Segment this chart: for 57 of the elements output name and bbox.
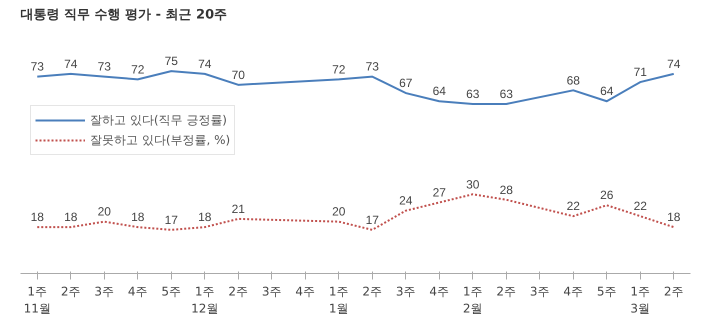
data-label: 64 (600, 84, 614, 98)
chart-title: 대통령 직무 수행 평가 - 최근 20주 (20, 8, 228, 22)
x-tick-label: 3주 (530, 284, 550, 298)
data-label: 63 (466, 86, 480, 101)
x-tick-label: 3주 (396, 284, 416, 298)
data-label: 21 (232, 202, 246, 216)
data-label: 70 (232, 68, 246, 82)
data-label: 17 (164, 212, 178, 227)
x-tick-label: 2주 (228, 284, 248, 298)
x-tick-label: 4주 (295, 284, 316, 298)
x-tick-label: 2주 (496, 284, 516, 298)
x-tick-label: 4주 (429, 284, 450, 298)
data-label: 18 (198, 210, 212, 224)
data-label: 27 (432, 185, 446, 200)
data-label: 64 (432, 84, 446, 98)
legend-label: 잘못하고 있다(부정률, %) (90, 132, 230, 148)
data-label: 73 (30, 60, 44, 74)
data-label: 74 (198, 56, 212, 71)
data-label: 72 (131, 62, 145, 76)
data-label: 74 (64, 56, 78, 71)
data-label: 71 (634, 65, 648, 80)
x-tick-label: 1주 2월 (462, 284, 483, 316)
data-label: 18 (131, 210, 145, 224)
data-label: 18 (64, 210, 78, 224)
data-label: 68 (566, 73, 580, 88)
x-tick-label: 5주 (596, 284, 617, 298)
data-label: 73 (366, 60, 380, 74)
data-label: 20 (332, 204, 346, 219)
x-tick-label: 5주 (161, 284, 182, 298)
data-label: 30 (466, 177, 480, 192)
data-label: 75 (164, 54, 178, 68)
data-label: 74 (667, 56, 681, 71)
x-tick-label: 1주 12월 (191, 284, 218, 316)
data-label: 72 (332, 62, 346, 76)
x-tick-label: 1주 1월 (328, 284, 349, 316)
x-tick-label: 1주 3월 (630, 284, 650, 316)
x-tick-label: 4주 (563, 284, 584, 298)
x-tick-label: 3주 (262, 284, 282, 298)
data-label: 20 (98, 204, 112, 219)
data-label: 63 (500, 86, 514, 101)
x-tick-label: 1주 11월 (24, 284, 51, 316)
legend-label: 잘하고 있다(직무 긍정률) (90, 112, 227, 128)
data-label: 22 (566, 199, 580, 214)
data-label: 73 (98, 60, 112, 74)
data-label: 22 (634, 199, 648, 214)
data-label: 28 (500, 182, 514, 197)
data-label: 17 (366, 212, 380, 227)
data-label: 24 (399, 194, 413, 208)
x-tick-label: 2주 (664, 284, 684, 298)
x-tick-label: 3주 (94, 284, 114, 298)
data-label: 18 (667, 210, 681, 224)
data-label: 67 (399, 76, 413, 90)
data-label: 26 (600, 188, 614, 202)
data-label: 18 (30, 210, 44, 224)
x-tick-label: 2주 (362, 284, 382, 298)
x-tick-label: 2주 (60, 284, 81, 298)
x-tick-label: 4주 (128, 284, 148, 298)
